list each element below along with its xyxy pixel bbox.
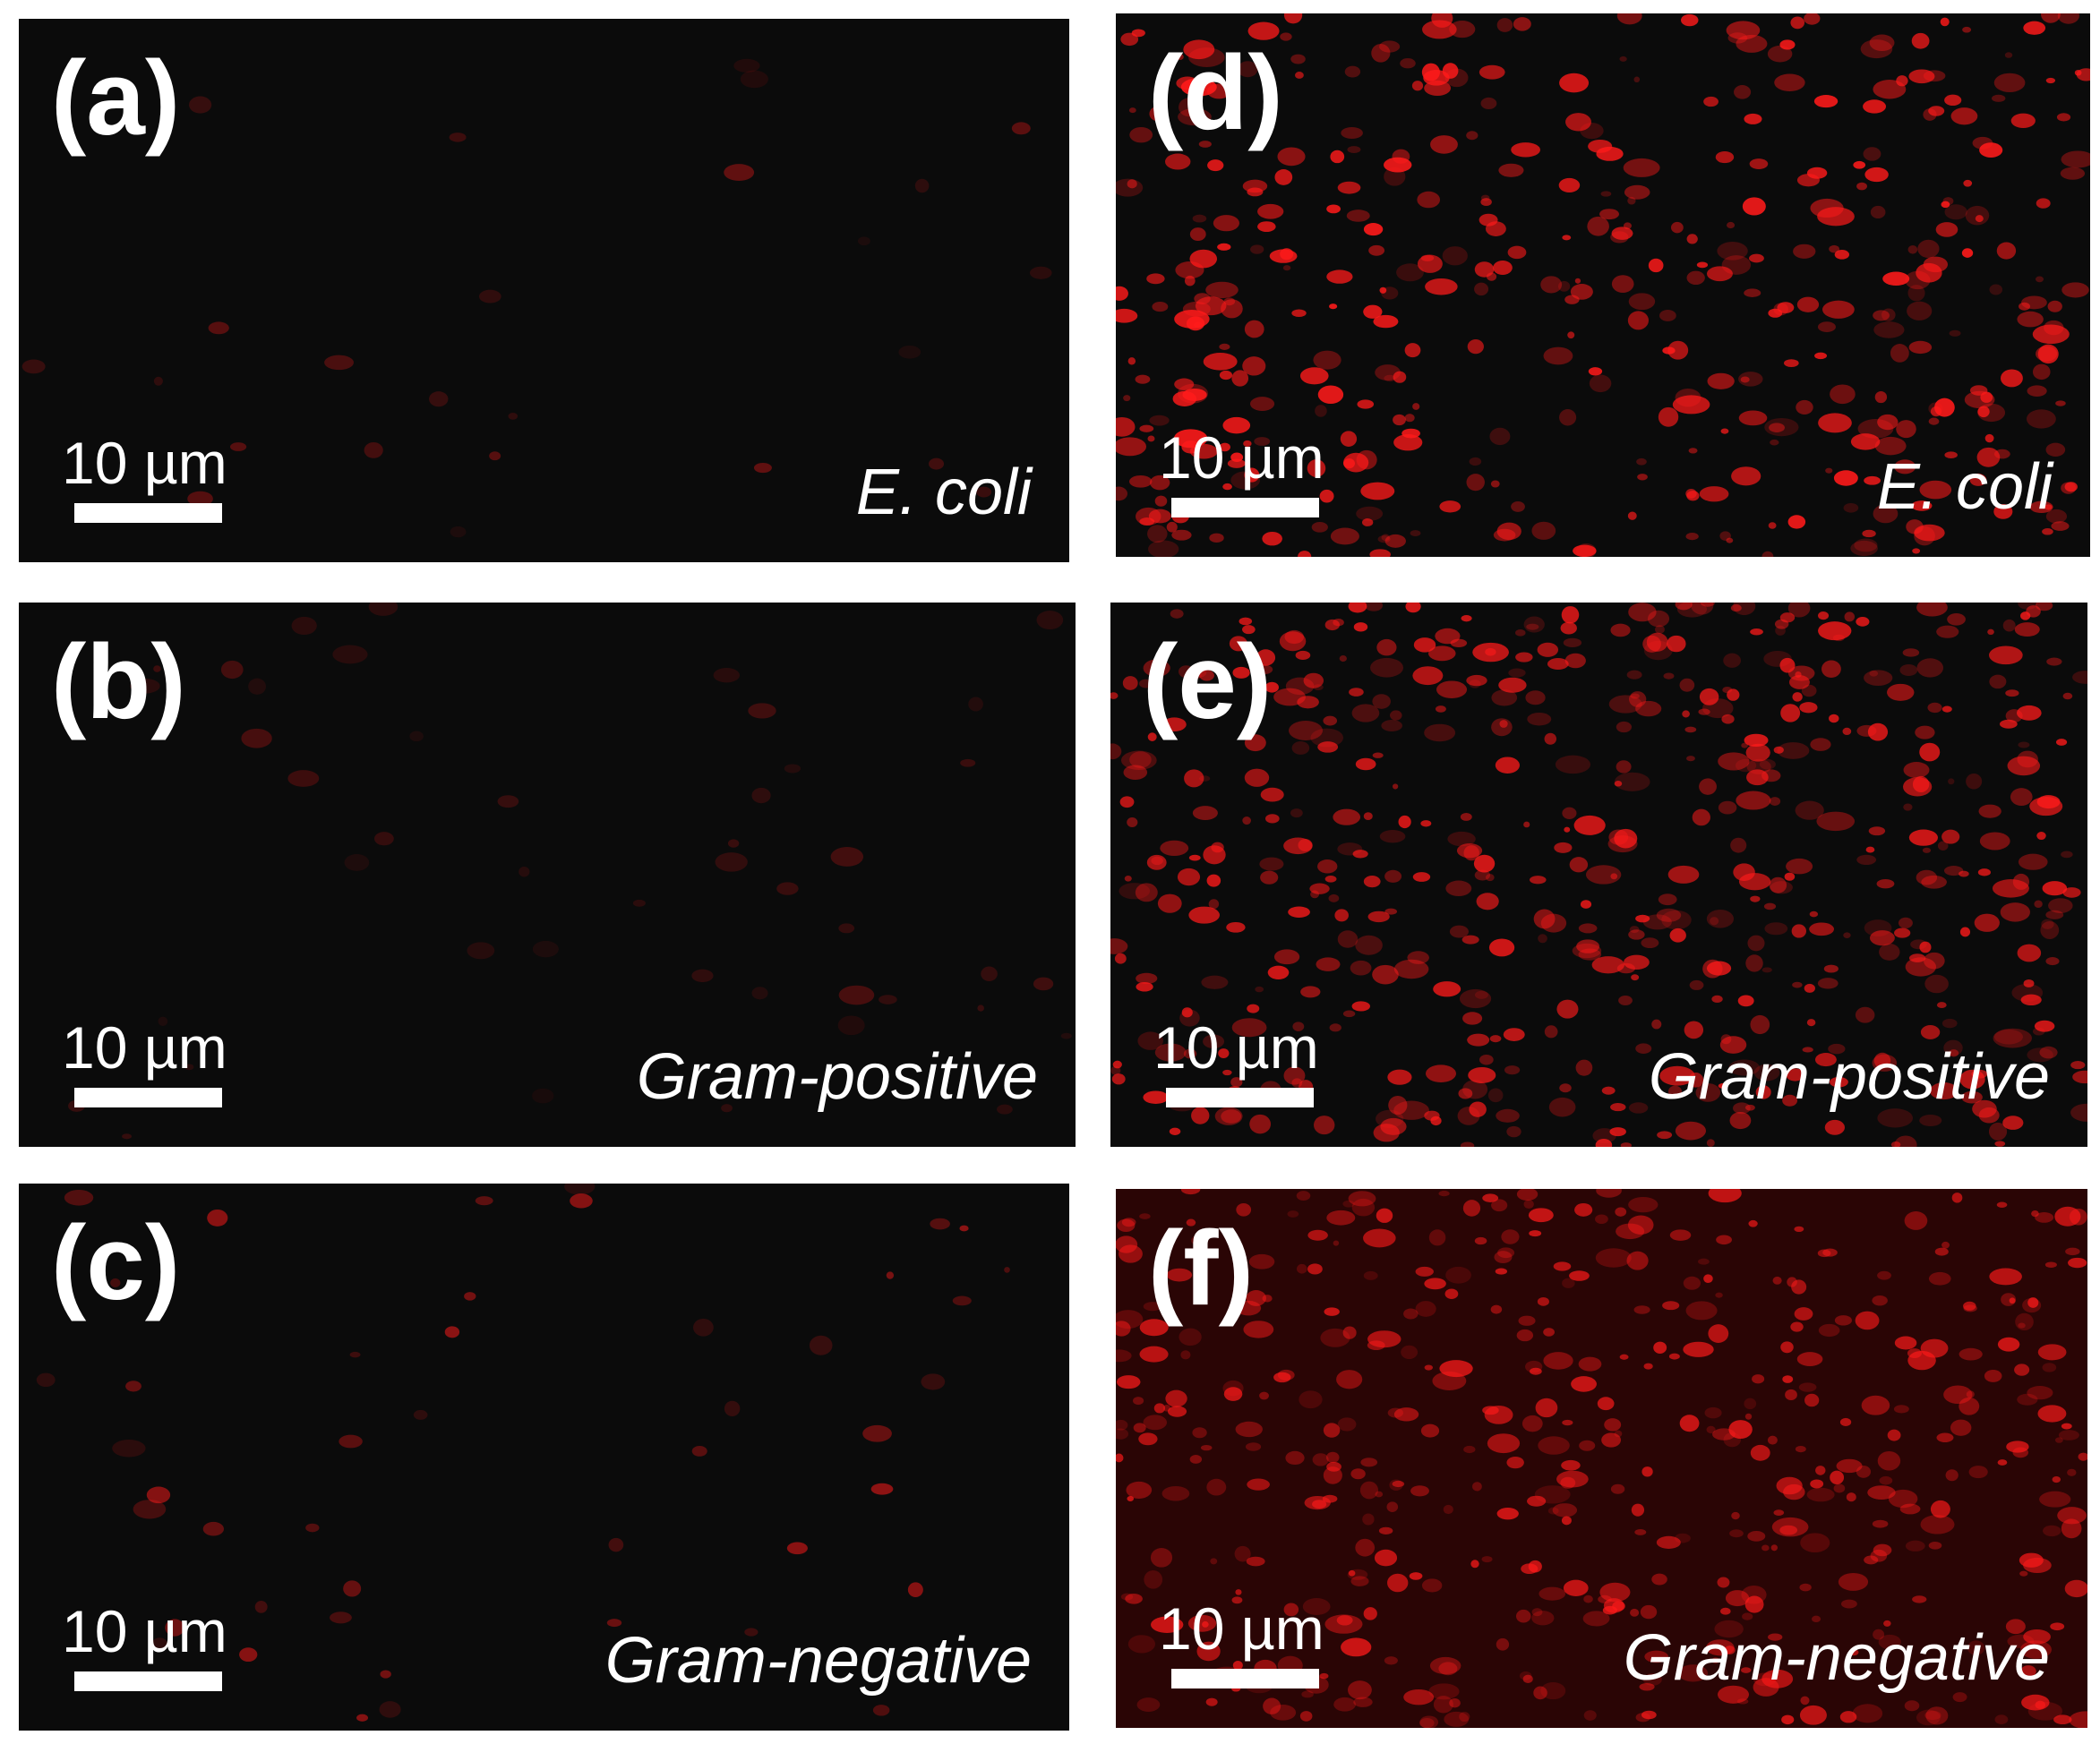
scale-bar-label: 10 µm [62,1014,227,1081]
scale-bar-label: 10 µm [1153,1014,1319,1081]
sample-name: Gram-positive [636,1041,1038,1113]
panel-label: (b) [51,623,186,741]
sample-name: Gram-positive [1648,1041,2050,1113]
micrograph: (a) 10 µm E. coli [19,19,1069,562]
scale-bar [74,1088,222,1107]
micrograph: (f) 10 µm Gram-negative [1116,1189,2087,1728]
panel-label: (f) [1148,1210,1254,1328]
scale-bar [74,1671,222,1691]
micrograph: (c) 10 µm Gram-negative [19,1184,1069,1731]
sample-name: E. coli [1876,451,2053,523]
panel-label: (e) [1143,623,1273,741]
scale-bar [1166,1088,1314,1107]
sample-name: Gram-negative [1623,1622,2050,1694]
fluorescence-image [1110,603,2087,1147]
scale-bar [1171,1669,1319,1688]
scale-bar-label: 10 µm [62,430,227,496]
scale-bar-label: 10 µm [1159,1595,1324,1662]
fluorescence-image [1116,1189,2087,1728]
sample-name: Gram-negative [604,1625,1032,1697]
scale-bar-label: 10 µm [62,1598,227,1664]
fluorescence-image [21,58,1052,538]
panel-label: (d) [1148,34,1283,152]
micrograph: (b) 10 µm Gram-positive [19,603,1076,1147]
scale-bar [74,503,222,523]
panel-label: (a) [51,39,181,158]
scale-bar [1171,498,1319,517]
micrograph: (d) 10 µm E. coli [1116,13,2090,557]
scale-bar-label: 10 µm [1159,424,1324,491]
micrograph: (e) 10 µm Gram-positive [1110,603,2087,1147]
panel-label: (c) [51,1204,181,1322]
fluorescence-image [1116,13,2090,557]
sample-name: E. coli [855,457,1032,528]
fluorescence-image [36,1184,1010,1722]
fluorescence-image [68,603,1072,1140]
